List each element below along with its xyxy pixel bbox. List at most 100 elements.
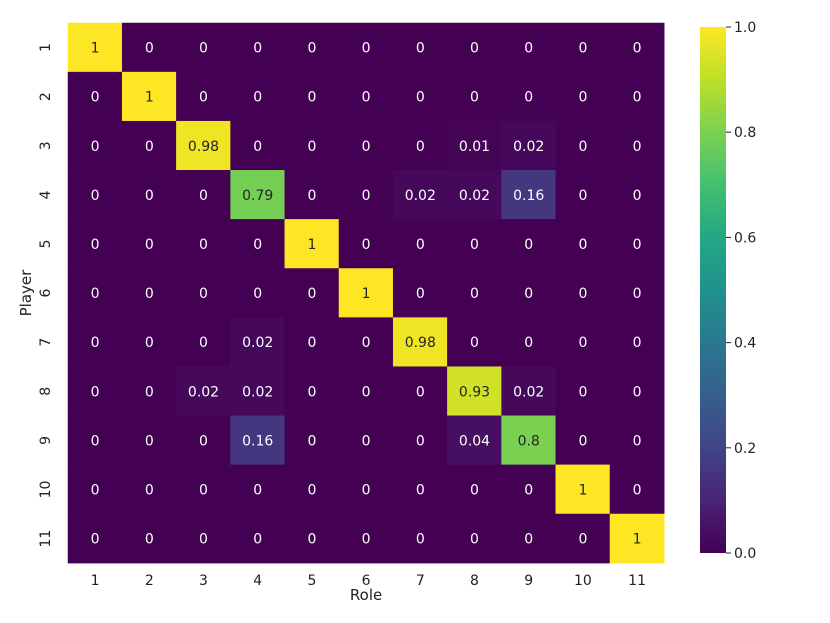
- cell-value-label: 0: [633, 482, 642, 498]
- cell-value-label: 0.98: [405, 335, 436, 351]
- cell-value-label: 0: [633, 139, 642, 155]
- cell-value-label: 0: [578, 286, 587, 302]
- heatmap-cell: [392, 219, 448, 269]
- heatmap-cell: [121, 71, 177, 122]
- heatmap-cell: [392, 268, 448, 318]
- heatmap-cell: [609, 464, 665, 515]
- heatmap-cell: [284, 219, 340, 269]
- cell-value-label: 0: [470, 237, 479, 253]
- heatmap-cell: [338, 513, 394, 564]
- cell-value-label: 0: [91, 532, 100, 548]
- heatmap-cell: [501, 366, 557, 417]
- heatmap-cell: [230, 513, 286, 564]
- cell-value-label: 0: [524, 41, 533, 57]
- heatmap-cell: [121, 22, 177, 73]
- y-tick-label: 11: [38, 530, 54, 548]
- y-tick-label: 3: [38, 141, 54, 150]
- cell-value-label: 0: [578, 90, 587, 106]
- heatmap-cell: [284, 120, 340, 171]
- cell-value-label: 0: [578, 237, 587, 253]
- cell-value-label: 0: [91, 237, 100, 253]
- heatmap-cell: [501, 219, 557, 269]
- cell-value-label: 0: [416, 286, 425, 302]
- y-tick-label: 8: [38, 387, 54, 396]
- cell-value-label: 0: [199, 188, 208, 204]
- cell-value-label: 0: [253, 139, 262, 155]
- x-tick-label: 2: [145, 573, 154, 589]
- cell-value-label: 0: [307, 90, 316, 106]
- cell-value-label: 0: [307, 482, 316, 498]
- x-tick-label: 8: [470, 573, 479, 589]
- heatmap-cell: [284, 366, 340, 417]
- cell-value-label: 0: [145, 532, 154, 548]
- heatmap-cell: [67, 219, 123, 269]
- cell-value-label: 0: [199, 482, 208, 498]
- heatmap-cell: [501, 71, 557, 122]
- cell-value-label: 0.02: [513, 384, 544, 400]
- cell-value-label: 1: [633, 532, 642, 548]
- heatmap-cell: [392, 415, 448, 466]
- cell-value-label: 0: [91, 90, 100, 106]
- y-tick-label: 9: [38, 436, 54, 445]
- cell-value-label: 0: [524, 532, 533, 548]
- heatmap-cell: [230, 170, 286, 220]
- cell-value-label: 0: [145, 482, 154, 498]
- cell-value-label: 0: [253, 41, 262, 57]
- cell-value-label: 0.79: [242, 188, 273, 204]
- heatmap-cell: [121, 317, 177, 367]
- cell-value-label: 0.04: [459, 433, 490, 449]
- cell-value-label: 0: [307, 384, 316, 400]
- heatmap-cell: [609, 415, 665, 466]
- heatmap-cell: [609, 268, 665, 318]
- heatmap-cell: [176, 317, 231, 367]
- cell-value-label: 0: [362, 90, 371, 106]
- heatmap-cell: [555, 219, 611, 269]
- heatmap-cell: [338, 170, 394, 220]
- heatmap-cell: [501, 513, 557, 564]
- cell-value-label: 0: [362, 41, 371, 57]
- y-tick-label: 10: [38, 481, 54, 499]
- cell-value-label: 0: [145, 139, 154, 155]
- heatmap-cell: [501, 120, 557, 171]
- heatmap-cell: [392, 464, 448, 515]
- heatmap-cell: [501, 415, 557, 466]
- cell-value-label: 0: [307, 41, 316, 57]
- cell-value-label: 0: [145, 433, 154, 449]
- heatmap-cell: [176, 464, 231, 515]
- cell-value-label: 0: [145, 384, 154, 400]
- heatmap-cell: [338, 317, 394, 367]
- cell-value-label: 0: [524, 335, 533, 351]
- cell-value-label: 0: [199, 335, 208, 351]
- cell-value-label: 1: [91, 41, 100, 57]
- heatmap-cell: [121, 170, 177, 220]
- heatmap-cell: [555, 170, 611, 220]
- heatmap-cell: [609, 366, 665, 417]
- cell-value-label: 0: [578, 532, 587, 548]
- heatmap-cell: [447, 71, 502, 122]
- cell-value-label: 0: [307, 286, 316, 302]
- heatmap-cell: [176, 415, 231, 466]
- heatmap-cell: [338, 120, 394, 171]
- cell-value-label: 0.16: [242, 433, 273, 449]
- colorbar-ticks: 0.0 0.2 0.4 0.6 0.8 1.0: [726, 20, 756, 562]
- cell-value-label: 0: [362, 139, 371, 155]
- heatmap-cell: [338, 366, 394, 417]
- heatmap-cell: [121, 219, 177, 269]
- x-tick-labels: 1 2 3 4 5 6 7 8 9 10 11: [91, 573, 646, 589]
- heatmap-cell: [501, 317, 557, 367]
- colorbar-tick-label: 1.0: [734, 20, 756, 36]
- cell-value-label: 0: [253, 237, 262, 253]
- heatmap-cell: [121, 513, 177, 564]
- heatmap-cell: [555, 317, 611, 367]
- heatmap-cell: [392, 366, 448, 417]
- y-axis-label: Player: [17, 269, 35, 317]
- heatmap-cell: [176, 513, 231, 564]
- colorbar-tick-label: 0.0: [734, 546, 756, 562]
- heatmap-cell: [392, 170, 448, 220]
- heatmap-cell: [284, 170, 340, 220]
- heatmap-cell: [176, 120, 231, 171]
- heatmap-cell: [230, 219, 286, 269]
- heatmap-cell: [230, 366, 286, 417]
- cell-value-label: 0: [307, 188, 316, 204]
- heatmap-cell: [392, 71, 448, 122]
